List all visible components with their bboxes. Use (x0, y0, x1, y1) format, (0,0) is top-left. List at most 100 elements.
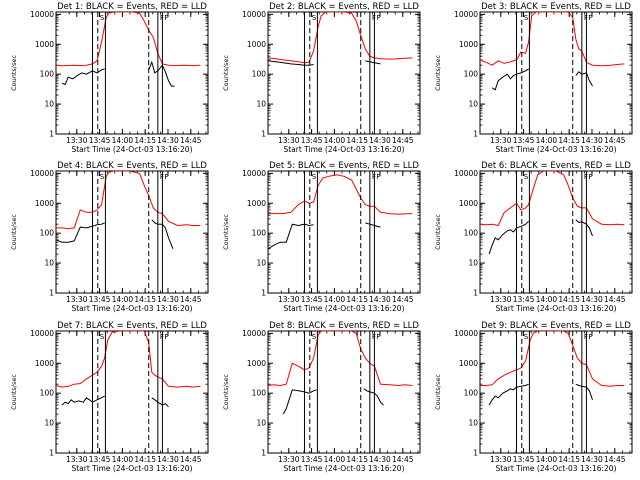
x-tick-label: 14:45 (180, 136, 202, 145)
x-tick-label: 14:00 (536, 295, 558, 304)
events-series-line (151, 397, 169, 408)
events-series-line (268, 223, 314, 250)
y-tick-label: 1 (261, 449, 266, 458)
data-group (480, 331, 625, 406)
panel-title: Det 9: BLACK = Events, RED = LLD (481, 321, 631, 331)
plot-frame (479, 11, 633, 135)
panel-title: Det 2: BLACK = Events, RED = LLD (269, 2, 419, 12)
flag-label: S (100, 14, 105, 22)
panel-det-5: Det 5: BLACK = Events, RED = LLD 1 10 100 10… (222, 161, 421, 313)
x-tick-label: 13:30 (490, 295, 512, 304)
y-tick-label: 100 (40, 70, 55, 79)
y-tick-label: 100 (40, 389, 55, 398)
y-tick-label: 10000 (242, 169, 266, 178)
lld-series-line (56, 12, 201, 67)
events-series-line (363, 388, 384, 406)
x-tick-label: 13:45 (301, 136, 323, 145)
flag-label: F (584, 333, 588, 341)
flag-label: F (376, 333, 380, 341)
x-axis-label: Start Time (24-Oct-03 13:16:20) (71, 304, 192, 313)
data-group (480, 12, 625, 91)
y-tick-label: 1000 (459, 359, 478, 368)
y-tick-label: 1 (49, 289, 54, 298)
x-tick-label: 14:30 (581, 136, 603, 145)
y-tick-label: 10000 (454, 169, 478, 178)
flag-label: S (312, 173, 317, 181)
data-group (268, 12, 413, 66)
events-series-line (268, 60, 314, 66)
x-tick-label: 13:45 (301, 455, 323, 464)
x-tick-label: 13:45 (301, 295, 323, 304)
flag-label: F (164, 173, 168, 181)
events-series-line (491, 68, 529, 91)
panel-title: Det 4: BLACK = Events, RED = LLD (57, 161, 207, 171)
y-tick-label: 100 (252, 70, 267, 79)
y-axis-label: Counts/sec (434, 55, 442, 91)
x-tick-label: 14:45 (180, 295, 202, 304)
y-tick-label: 10 (44, 100, 54, 109)
y-tick-label: 100 (252, 389, 267, 398)
x-tick-label: 14:30 (157, 136, 179, 145)
x-tick-label: 13:45 (513, 136, 535, 145)
y-axis-label: Counts/sec (434, 214, 442, 250)
x-tick-label: 14:15 (558, 136, 580, 145)
y-tick-label: 10 (468, 259, 478, 268)
data-group (56, 171, 201, 249)
x-tick-label: 13:45 (89, 136, 111, 145)
flag-label: S (100, 333, 105, 341)
y-tick-label: 1000 (35, 359, 54, 368)
y-tick-label: 10000 (30, 10, 54, 19)
x-tick-label: 14:30 (157, 295, 179, 304)
x-tick-label: 13:30 (278, 136, 300, 145)
events-series-line (575, 71, 593, 87)
x-tick-label: 13:30 (490, 136, 512, 145)
data-group (480, 171, 625, 255)
flag-label: F (160, 333, 164, 341)
x-tick-label: 14:00 (112, 455, 134, 464)
x-tick-label: 13:30 (278, 295, 300, 304)
flag-label: F (164, 333, 168, 341)
plot-frame (267, 330, 421, 454)
y-tick-label: 1000 (35, 40, 54, 49)
data-group (56, 12, 201, 87)
lld-series-line (268, 12, 413, 64)
x-tick-label: 14:15 (134, 455, 156, 464)
x-tick-label: 13:30 (66, 295, 88, 304)
y-tick-label: 10000 (454, 10, 478, 19)
flag-label: F (160, 14, 164, 22)
events-series-line (575, 383, 593, 400)
y-tick-label: 10000 (242, 10, 266, 19)
x-tick-label: 13:45 (513, 295, 535, 304)
panel-det-7: Det 7: BLACK = Events, RED = LLD 1 10 100 10… (10, 321, 209, 473)
y-axis-label: Counts/sec (222, 55, 230, 91)
x-axis-label: Start Time (24-Oct-03 13:16:20) (283, 304, 404, 313)
x-tick-label: 14:45 (392, 295, 414, 304)
panel-det-6: Det 6: BLACK = Events, RED = LLD 1 10 100 10… (434, 161, 633, 313)
x-axis-label: Start Time (24-Oct-03 13:16:20) (283, 464, 404, 473)
y-tick-label: 1000 (35, 199, 54, 208)
x-tick-label: 14:45 (180, 455, 202, 464)
y-axis-label: Counts/sec (434, 374, 442, 410)
x-tick-label: 14:15 (346, 295, 368, 304)
flag-label: F (160, 173, 164, 181)
x-tick-label: 14:45 (392, 455, 414, 464)
y-tick-label: 10 (256, 419, 266, 428)
flag-label: S (312, 333, 317, 341)
events-series-line (365, 222, 381, 228)
y-tick-label: 10 (256, 259, 266, 268)
x-tick-label: 13:30 (66, 455, 88, 464)
x-tick-label: 13:30 (66, 136, 88, 145)
plot-frame (55, 11, 209, 135)
y-tick-label: 1 (261, 289, 266, 298)
y-tick-label: 10000 (454, 329, 478, 338)
x-tick-label: 13:45 (89, 455, 111, 464)
flag-label: S (100, 173, 105, 181)
x-tick-label: 14:00 (324, 136, 346, 145)
y-tick-label: 1000 (459, 199, 478, 208)
x-tick-label: 14:15 (134, 136, 156, 145)
x-tick-label: 14:45 (604, 295, 626, 304)
events-series-line (488, 383, 529, 406)
events-series-line (365, 60, 381, 65)
x-axis-label: Start Time (24-Oct-03 13:16:20) (71, 464, 192, 473)
flag-label: F (372, 14, 376, 22)
